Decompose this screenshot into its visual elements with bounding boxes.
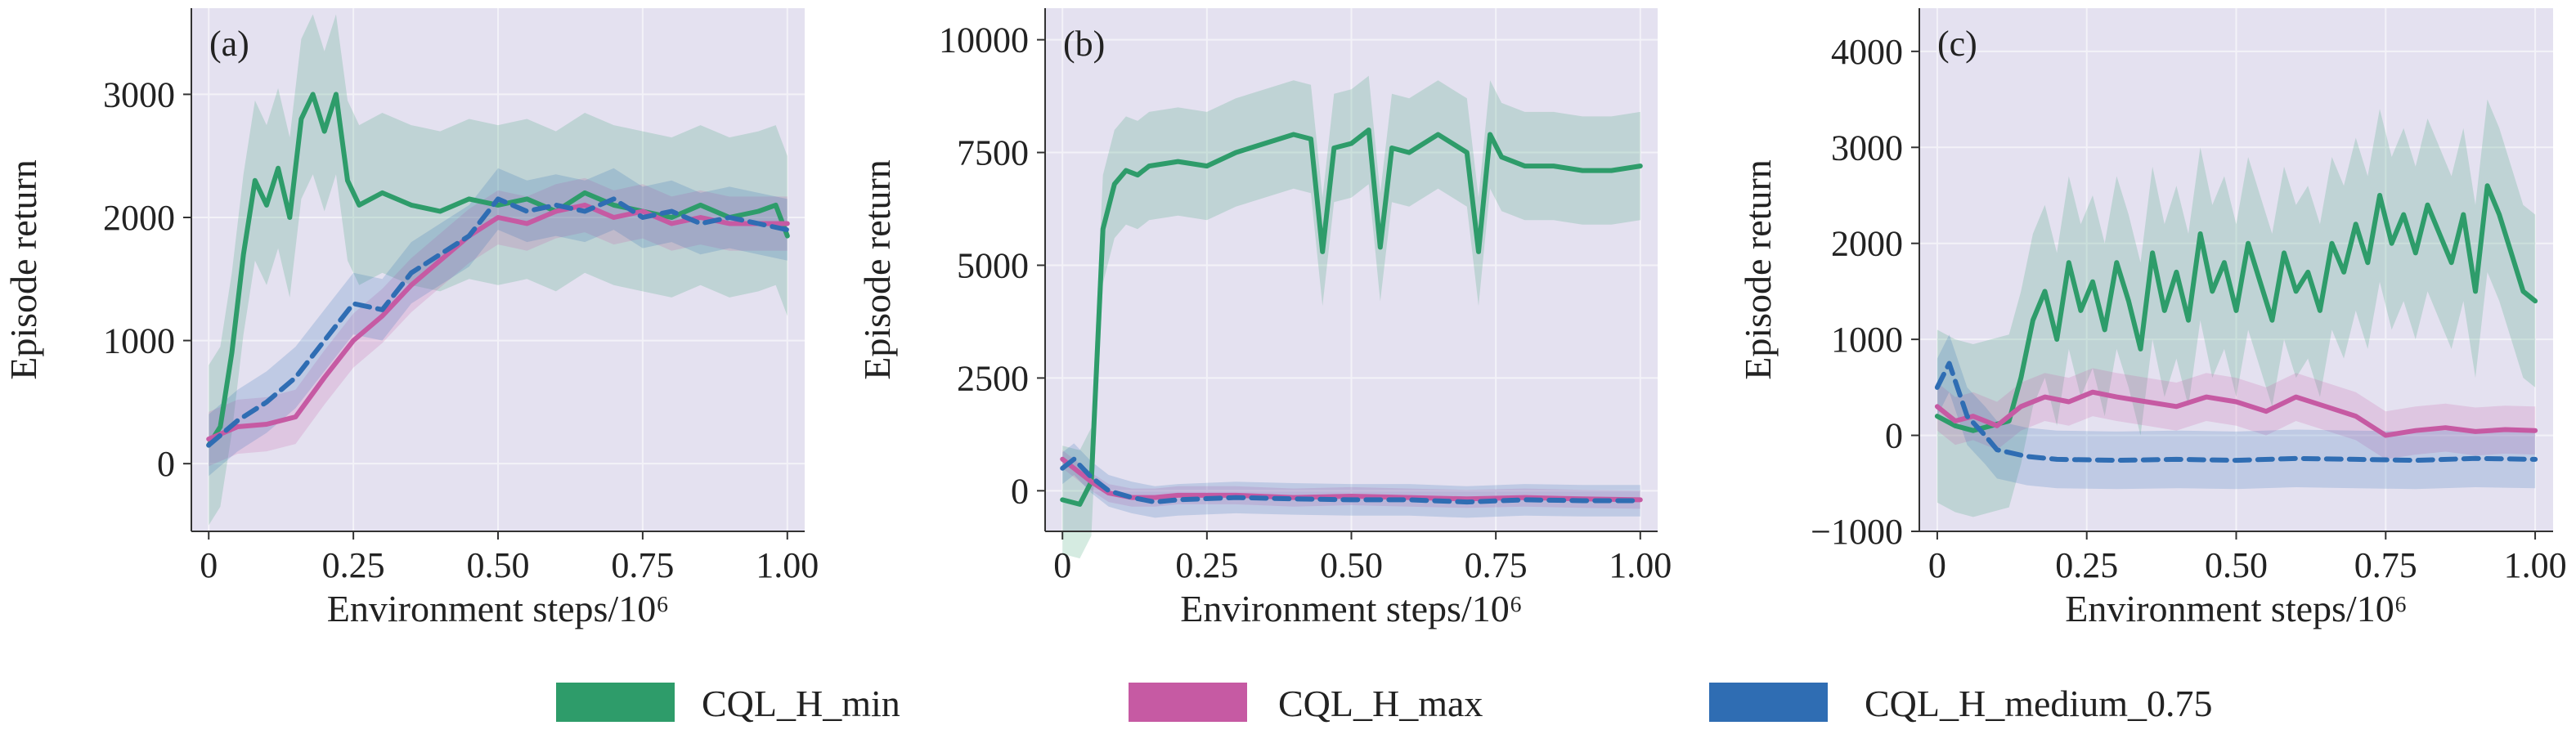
y-tick-label: 0 (157, 444, 175, 484)
series-line-cql-h-max (1934, 389, 2538, 438)
panel-tag: (b) (1063, 24, 1105, 64)
legend-label-cql-h-max: CQL_H_max (1278, 683, 1483, 724)
x-tick-label: 0.25 (2055, 545, 2118, 585)
legend: CQL_H_min CQL_H_max CQL_H_medium_0.75 (556, 683, 2212, 724)
y-tick-label: −1000 (1811, 512, 1903, 552)
band-cql-h-medium-0-75 (1936, 334, 2536, 490)
x-tick-label: 0 (1928, 545, 1946, 585)
y-tick-label: 1000 (103, 321, 175, 361)
legend-swatch-cql-h-max (1129, 683, 1247, 722)
x-tick-label: 0.50 (1320, 545, 1383, 585)
y-tick-label: 10000 (939, 20, 1029, 60)
panel-c: 0 0.25 0.50 0.75 1.00 −1000 0 1000 2000 3000 4000 E… (1737, 8, 2567, 629)
y-tick-label: 3000 (1831, 128, 1903, 168)
legend-swatch-cql-h-min (556, 683, 675, 722)
x-tick-label: 0.75 (1465, 545, 1528, 585)
x-tick-label: 0.50 (2205, 545, 2268, 585)
y-tick-label: 7500 (957, 133, 1029, 173)
legend-label-cql-h-min: CQL_H_min (702, 683, 900, 724)
x-tick-label: 0 (200, 545, 218, 585)
series-line-cql-h-medium-0-75 (206, 196, 790, 448)
panel-tag: (c) (1937, 24, 1977, 64)
x-tick-label: 0.75 (611, 545, 674, 585)
series-line-cql-h-medium-0-75 (1934, 361, 2538, 464)
panel-a: 0 0.25 0.50 0.75 1.00 0 1000 2000 3000 Environmen… (2, 8, 819, 629)
x-tick-label: 0.75 (2354, 545, 2417, 585)
y-tick-label: 3000 (103, 74, 175, 114)
x-tick-label: 0.25 (1175, 545, 1238, 585)
x-tick-label: 0.25 (322, 545, 385, 585)
y-axis-title: Episode return (2, 159, 44, 380)
y-tick-label: 0 (1885, 416, 1903, 456)
panel-tag: (a) (209, 24, 249, 64)
x-tick-label: 0 (1053, 545, 1071, 585)
x-tick-label: 1.00 (1609, 545, 1672, 585)
y-axis-title: Episode return (856, 159, 898, 380)
band-cql-h-medium-0-75 (209, 168, 788, 477)
x-axis-title: Environment steps/10⁶ (1180, 588, 1523, 629)
y-tick-label: 1000 (1831, 320, 1903, 360)
y-tick-label: 5000 (957, 245, 1029, 285)
y-tick-label: 2000 (1831, 224, 1903, 264)
x-axis-title: Environment steps/10⁶ (2065, 588, 2408, 629)
band-cql-h-max (209, 177, 788, 467)
y-tick-label: 0 (1011, 471, 1029, 511)
series-line-cql-h-medium-0-75 (1060, 456, 1643, 505)
y-axis-title: Episode return (1737, 159, 1779, 380)
x-tick-label: 1.00 (2504, 545, 2567, 585)
band-cql-h-min (1062, 75, 1640, 559)
band-cql-h-min (209, 14, 788, 526)
x-axis-title: Environment steps/10⁶ (327, 588, 670, 629)
y-tick-label: 2500 (957, 358, 1029, 398)
x-tick-label: 1.00 (756, 545, 819, 585)
panel-b: 0 0.25 0.50 0.75 1.00 0 2500 5000 7500 10000 Envir… (856, 8, 1672, 629)
legend-label-cql-h-medium: CQL_H_medium_0.75 (1865, 683, 2212, 724)
y-tick-label: 4000 (1831, 32, 1903, 72)
series-line-cql-h-min (1060, 128, 1643, 507)
legend-swatch-cql-h-medium (1709, 683, 1828, 722)
y-tick-label: 2000 (103, 198, 175, 238)
series-line-cql-h-min (1934, 183, 2538, 433)
x-tick-label: 0.50 (467, 545, 530, 585)
